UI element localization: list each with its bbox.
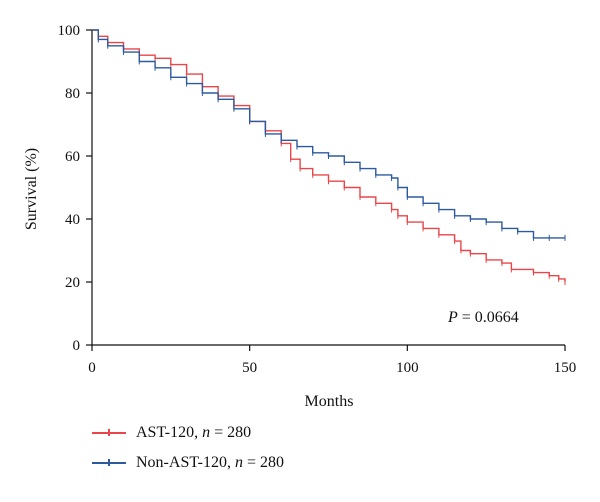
x-tick-label: 0 (88, 360, 96, 376)
p-value-text: = 0.0664 (458, 309, 519, 326)
y-tick-label: 100 (58, 23, 81, 39)
legend-n-ast120: n (202, 424, 211, 441)
y-axis-title: Survival (%) (23, 148, 40, 230)
legend-label-non-ast120: Non-AST-120, (136, 454, 235, 471)
x-tick-label: 150 (554, 360, 577, 376)
legend-tick-non-ast120 (108, 459, 110, 466)
p-value-annotation: P = 0.0664 (447, 309, 519, 326)
legend: AST-120, n = 280 Non-AST-120, n = 280 (92, 418, 284, 478)
x-tick-label: 50 (242, 360, 257, 376)
y-tick-label: 20 (65, 275, 80, 291)
y-tick-label: 80 (65, 86, 80, 102)
legend-count-non-ast120: = 280 (242, 454, 284, 471)
legend-label-ast120: AST-120, (136, 424, 203, 441)
legend-text-non-ast120: Non-AST-120, n = 280 (136, 454, 284, 472)
p-value-label: P (447, 309, 458, 326)
x-axis-title: Months (305, 393, 354, 410)
legend-item-non-ast120: Non-AST-120, n = 280 (92, 448, 284, 478)
x-tick-label: 100 (396, 360, 419, 376)
y-tick-label: 0 (73, 338, 81, 354)
legend-n-non-ast120: n (234, 454, 243, 471)
legend-swatch-ast120 (92, 428, 126, 438)
legend-item-ast120: AST-120, n = 280 (92, 418, 284, 448)
plot-area: 0 20 40 60 80 100 0 50 100 150 (58, 23, 577, 376)
legend-tick-ast120 (108, 429, 110, 436)
y-tick-label: 60 (65, 149, 80, 165)
series-line-non-ast-120 (92, 29, 565, 239)
legend-swatch-non-ast120 (92, 458, 126, 468)
legend-text-ast120: AST-120, n = 280 (136, 424, 251, 442)
y-tick-label: 40 (65, 212, 80, 228)
legend-count-ast120: = 280 (210, 424, 252, 441)
